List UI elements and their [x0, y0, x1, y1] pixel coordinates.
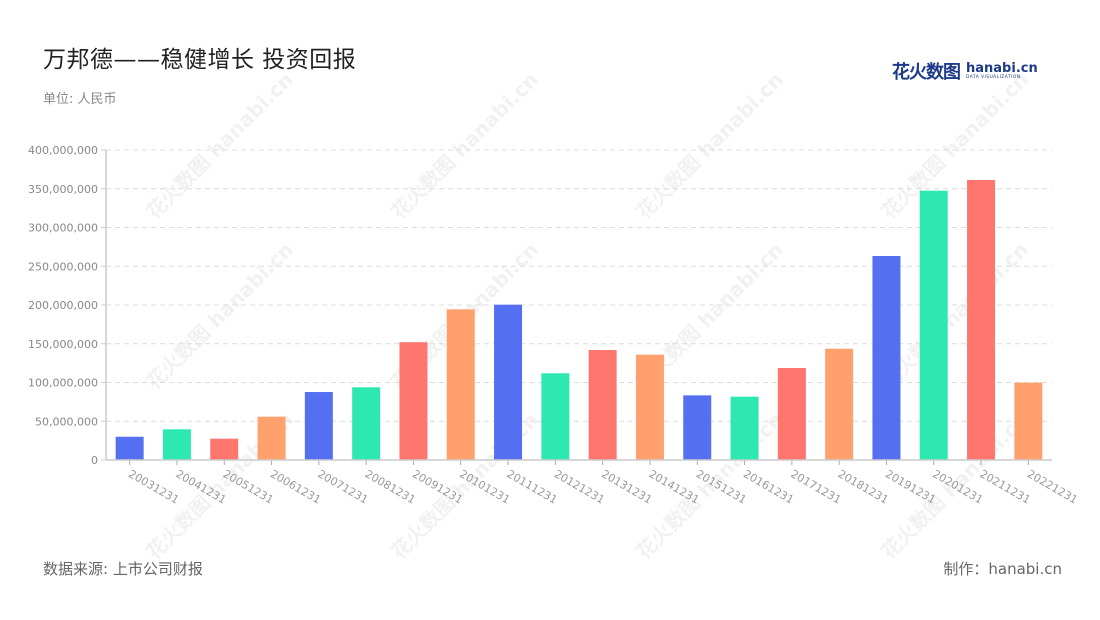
- brand-logo: 花火数图 hanabi.cn DATA VISUALIZATION: [892, 58, 1038, 84]
- x-tick-label: 20151231: [694, 467, 749, 506]
- y-tick-label: 350,000,000: [28, 183, 98, 196]
- bar[interactable]: [162, 429, 191, 460]
- x-tick-label: 20141231: [646, 467, 701, 506]
- bar[interactable]: [967, 179, 996, 460]
- bar[interactable]: [304, 392, 333, 460]
- logo-cn-text: 花火数图: [892, 62, 961, 83]
- x-tick-label: 20191231: [883, 467, 938, 506]
- bar[interactable]: [919, 190, 948, 460]
- x-tick-label: 20071231: [315, 467, 370, 506]
- bar[interactable]: [115, 436, 144, 460]
- x-tick-label: 20201231: [930, 467, 985, 506]
- y-tick-label: 300,000,000: [28, 222, 98, 235]
- bar[interactable]: [352, 387, 381, 460]
- x-tick-label: 20131231: [599, 467, 654, 506]
- credit: 制作：hanabi.cn: [943, 560, 1062, 578]
- bar[interactable]: [494, 304, 523, 460]
- logo-en-text: hanabi.cn: [966, 60, 1038, 76]
- bar[interactable]: [399, 342, 428, 460]
- x-tick-label: 20111231: [505, 467, 560, 506]
- y-tick-label: 0: [91, 454, 98, 467]
- data-source: 数据来源: 上市公司财报: [43, 560, 203, 578]
- y-tick-label: 400,000,000: [28, 144, 98, 157]
- x-tick-label: 20031231: [126, 467, 181, 506]
- x-tick-label: 20221231: [1025, 467, 1080, 506]
- unit-label: 单位: 人民币: [43, 92, 117, 107]
- y-tick-label: 50,000,000: [35, 415, 98, 428]
- bar[interactable]: [1014, 382, 1043, 460]
- x-tick-label: 20041231: [173, 467, 228, 506]
- bar[interactable]: [635, 354, 664, 460]
- x-tick-label: 20101231: [457, 467, 512, 506]
- x-tick-label: 20171231: [788, 467, 843, 506]
- x-tick-label: 20051231: [221, 467, 276, 506]
- y-tick-label: 250,000,000: [28, 260, 98, 273]
- x-tick-label: 20181231: [836, 467, 891, 506]
- bar[interactable]: [872, 256, 901, 460]
- x-tick-label: 20161231: [741, 467, 796, 506]
- bar[interactable]: [825, 348, 854, 460]
- bar[interactable]: [257, 416, 286, 460]
- logo-en: hanabi.cn DATA VISUALIZATION: [966, 62, 1038, 81]
- bar[interactable]: [541, 373, 570, 460]
- logo-tagline: DATA VISUALIZATION: [966, 74, 1021, 80]
- bar[interactable]: [777, 368, 806, 460]
- x-tick-label: 20091231: [410, 467, 465, 506]
- x-tick-label: 20121231: [552, 467, 607, 506]
- bar[interactable]: [683, 395, 712, 460]
- bar[interactable]: [446, 309, 475, 460]
- bar[interactable]: [588, 350, 617, 460]
- bar[interactable]: [210, 438, 239, 460]
- y-tick-label: 100,000,000: [28, 377, 98, 390]
- chart-title: 万邦德——稳健增长 投资回报: [43, 47, 357, 73]
- x-tick-label: 20081231: [363, 467, 418, 506]
- x-tick-label: 20211231: [978, 467, 1033, 506]
- y-tick-label: 150,000,000: [28, 338, 98, 351]
- bar[interactable]: [730, 396, 759, 460]
- y-tick-label: 200,000,000: [28, 299, 98, 312]
- x-tick-label: 20061231: [268, 467, 323, 506]
